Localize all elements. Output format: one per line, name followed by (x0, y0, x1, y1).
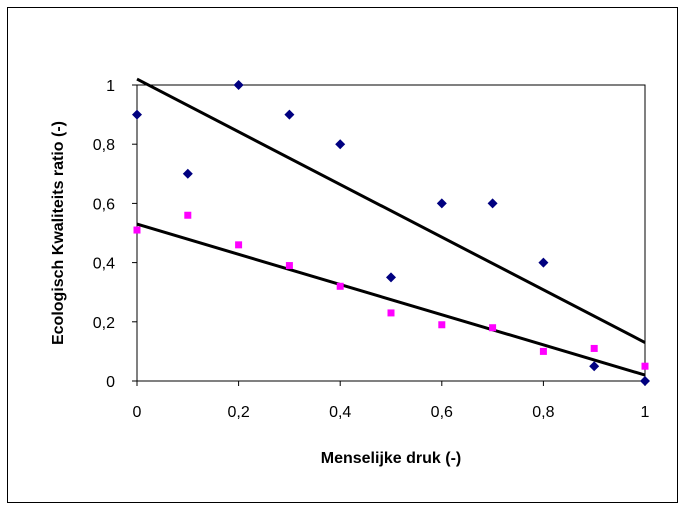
x-tick-label: 1 (641, 404, 650, 421)
data-point-diamond (284, 109, 295, 120)
data-points (132, 80, 650, 386)
x-axis-ticks: 0 0,2 0,4 0,6 0,8 1 (133, 381, 650, 421)
data-point-square (489, 324, 497, 332)
data-point-square (641, 362, 649, 370)
x-tick-label: 0 (133, 404, 142, 421)
data-point-diamond (640, 376, 650, 386)
data-point-diamond (233, 80, 244, 90)
data-point-square (539, 347, 547, 355)
data-point-diamond (589, 361, 600, 372)
y-axis-title: Ecologisch Kwaliteits ratio (-) (50, 121, 67, 345)
y-tick-label: 0,4 (93, 256, 115, 273)
data-point-square (590, 344, 598, 352)
y-tick-label: 1 (106, 78, 115, 95)
data-point-diamond (132, 109, 142, 120)
data-point-diamond (182, 168, 193, 179)
data-point-diamond (487, 198, 498, 209)
data-point-square (438, 321, 446, 329)
data-point-square (184, 211, 192, 219)
plot-area (136, 84, 646, 382)
x-tick-label: 0,2 (227, 404, 249, 421)
data-point-square (133, 226, 141, 234)
data-point-diamond (335, 139, 346, 150)
y-axis-ticks: 0 0,2 0,4 0,6 0,8 1 (93, 78, 137, 391)
x-tick-label: 0,4 (329, 404, 351, 421)
data-point-square (336, 282, 344, 290)
trendline-series-1 (136, 77, 646, 344)
x-tick-label: 0,6 (431, 404, 453, 421)
data-point-diamond (538, 257, 549, 268)
data-point-square (387, 309, 395, 317)
data-point-square (235, 241, 243, 249)
trendlines (136, 77, 646, 377)
y-tick-label: 0,2 (93, 315, 115, 332)
y-tick-label: 0,8 (93, 137, 115, 154)
x-tick-label: 0,8 (532, 404, 554, 421)
data-point-square (285, 262, 293, 270)
trendline-series-2 (136, 222, 646, 377)
data-point-diamond (386, 272, 396, 283)
y-tick-label: 0 (106, 374, 115, 391)
data-point-diamond (436, 198, 447, 209)
x-axis-title: Menselijke druk (-) (321, 450, 461, 467)
y-tick-label: 0,6 (93, 196, 115, 213)
